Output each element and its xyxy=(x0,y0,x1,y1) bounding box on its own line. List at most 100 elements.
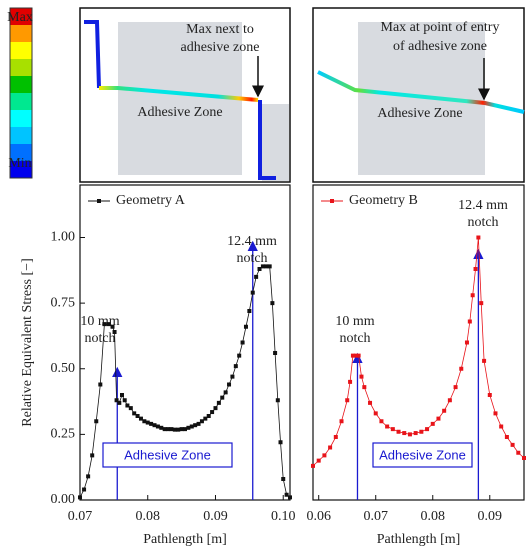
data-point xyxy=(328,445,333,450)
y-tick-label: 0.25 xyxy=(51,427,76,442)
data-point xyxy=(216,400,221,405)
data-point xyxy=(504,435,509,439)
inset-note: adhesive zone xyxy=(181,40,260,55)
inset-zone: Adhesive Zone xyxy=(137,105,222,120)
colorbar-min: Min xyxy=(8,156,31,171)
data-point xyxy=(179,427,184,432)
data-point xyxy=(247,309,252,313)
data-point xyxy=(264,264,269,269)
data-point xyxy=(98,382,103,387)
x-axis-label: Pathlength [m] xyxy=(143,532,227,547)
data-point xyxy=(425,427,430,432)
data-point xyxy=(199,419,204,424)
inset-note: of adhesive zone xyxy=(393,39,487,54)
data-point xyxy=(213,406,218,411)
data-point xyxy=(482,358,487,363)
data-point xyxy=(275,398,280,403)
data-point xyxy=(260,264,265,269)
data-point xyxy=(102,322,107,327)
data-point xyxy=(278,440,283,445)
data-point xyxy=(240,340,245,345)
data-point xyxy=(169,427,174,432)
data-point xyxy=(368,400,373,405)
data-point xyxy=(288,495,292,500)
data-point xyxy=(350,353,355,358)
data-point xyxy=(250,290,255,295)
data-point xyxy=(106,322,111,327)
notch-label: notch xyxy=(339,331,370,346)
data-point xyxy=(135,414,140,418)
data-point xyxy=(311,463,315,468)
legend-label: Geometry A xyxy=(116,193,186,208)
data-point xyxy=(183,427,187,432)
data-point xyxy=(114,398,119,403)
data-point xyxy=(166,427,171,432)
data-point xyxy=(467,319,472,324)
zone-label: Adhesive Zone xyxy=(379,447,466,462)
data-point xyxy=(189,424,194,429)
data-point xyxy=(142,419,147,424)
data-point xyxy=(223,390,228,395)
plot-frame xyxy=(79,184,291,501)
data-point xyxy=(510,442,515,447)
zone-box xyxy=(372,442,473,468)
data-point xyxy=(172,427,177,432)
notch-label: notch xyxy=(236,251,267,266)
data-point xyxy=(470,293,475,298)
series-line xyxy=(312,237,525,467)
data-point xyxy=(339,419,344,424)
data-point xyxy=(145,420,150,425)
data-point xyxy=(436,416,441,421)
data-point xyxy=(353,353,358,358)
legend-marker xyxy=(97,199,101,203)
x-tick-label: 0.07 xyxy=(363,509,388,524)
data-point xyxy=(152,423,157,428)
data-point xyxy=(402,431,407,436)
data-point xyxy=(86,474,91,479)
data-point xyxy=(149,421,154,426)
inset-note: Max next to xyxy=(186,22,254,37)
data-point xyxy=(155,424,160,429)
data-point xyxy=(476,235,481,240)
notch-label: notch xyxy=(84,331,115,346)
data-point xyxy=(447,398,452,403)
data-point xyxy=(110,324,115,329)
data-point xyxy=(453,385,458,390)
x-tick-label: 0.07 xyxy=(68,509,93,524)
data-point xyxy=(220,395,225,400)
data-point xyxy=(316,458,321,463)
y-axis-label: Relative Equivalent Stress [−] xyxy=(20,258,35,426)
data-point xyxy=(112,330,117,334)
data-point xyxy=(359,374,364,379)
data-point xyxy=(193,423,198,428)
data-point xyxy=(396,429,401,434)
zone-label: Adhesive Zone xyxy=(124,447,211,462)
data-point xyxy=(159,425,164,430)
data-point xyxy=(442,408,447,413)
inset-note: Max at point of entry xyxy=(381,20,500,35)
data-point xyxy=(464,340,469,345)
data-point xyxy=(162,427,167,432)
data-point xyxy=(345,398,350,403)
data-point xyxy=(348,379,353,384)
x-tick-label: 0.10 xyxy=(271,509,296,524)
data-point xyxy=(206,414,211,418)
data-point xyxy=(322,453,327,458)
inset-a xyxy=(79,7,291,183)
data-point xyxy=(128,406,133,411)
data-point xyxy=(413,431,418,436)
data-point xyxy=(459,366,464,371)
x-tick-label: 0.09 xyxy=(478,509,503,524)
legend-marker xyxy=(330,199,334,203)
legend-label: Geometry B xyxy=(349,193,418,208)
data-point xyxy=(90,453,95,458)
data-point xyxy=(333,435,338,439)
data-point xyxy=(254,274,259,279)
y-tick-label: 0.50 xyxy=(51,361,76,376)
data-point xyxy=(138,416,143,421)
x-axis-label: Pathlength [m] xyxy=(377,532,461,547)
notch-label: notch xyxy=(467,215,498,230)
y-tick-label: 0.75 xyxy=(51,295,76,310)
data-point xyxy=(273,351,278,355)
